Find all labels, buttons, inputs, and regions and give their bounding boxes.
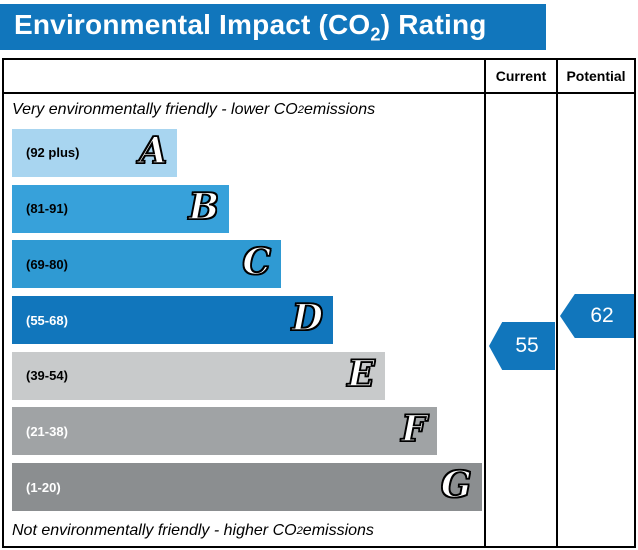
band-row-a: (92 plus) A <box>4 125 484 181</box>
band-f-range-label: (21-38) <box>26 423 68 439</box>
band-c-range-label: (69-80) <box>26 256 68 272</box>
bottom-note-post: emissions <box>302 521 374 539</box>
potential-rating-arrow: 62 <box>560 294 634 338</box>
bottom-note-pre: Not environmentally friendly - higher CO <box>12 521 297 539</box>
title-pre: Environmental Impact (CO <box>14 8 371 40</box>
band-d-letter: D <box>291 297 324 340</box>
band-row-g: (1-20) G <box>4 459 484 515</box>
band-g-bar: (1-20) G <box>12 463 482 512</box>
band-c-letter: C <box>242 241 272 284</box>
band-c-bar: (69-80) C <box>12 240 282 289</box>
current-column-header: Current <box>484 60 556 92</box>
band-row-f: (21-38) F <box>4 404 484 460</box>
band-f-bar: (21-38) F <box>12 407 437 456</box>
band-e-letter: E <box>347 352 376 395</box>
rating-chart: Current Potential Very environmentally f… <box>2 58 636 548</box>
band-a-bar: (92 plus) A <box>12 128 178 177</box>
top-note-post: emissions <box>303 100 376 118</box>
bottom-note: Not environmentally friendly - higher CO… <box>4 515 484 546</box>
band-e-range-label: (39-54) <box>26 368 68 384</box>
band-a-range-label: (92 plus) <box>26 145 80 161</box>
band-d-bar: (55-68) D <box>12 296 333 345</box>
top-note-subscript: 2 <box>297 103 304 116</box>
band-row-e: (39-54) E <box>4 348 484 404</box>
title-post: ) Rating <box>380 8 487 40</box>
band-g-range-label: (1-20) <box>26 479 61 495</box>
header-spacer <box>4 60 484 92</box>
page-title: Environmental Impact (CO2) Rating <box>14 9 487 46</box>
band-b-letter: B <box>188 185 220 228</box>
potential-column: 62 <box>556 94 634 546</box>
band-row-b: (81-91) B <box>4 181 484 237</box>
band-g-letter: G <box>440 464 472 507</box>
bottom-note-subscript: 2 <box>296 524 303 537</box>
potential-rating-value: 62 <box>590 304 614 327</box>
title-subscript: 2 <box>370 24 381 45</box>
current-column: 55 <box>484 94 556 546</box>
band-e-bar: (39-54) E <box>12 351 385 400</box>
bands-area: Very environmentally friendly - lower CO… <box>4 94 484 546</box>
band-d-range-label: (55-68) <box>26 312 68 328</box>
current-rating-value: 55 <box>515 334 539 357</box>
top-note: Very environmentally friendly - lower CO… <box>4 94 484 125</box>
band-row-d: (55-68) D <box>4 292 484 348</box>
chart-header-row: Current Potential <box>4 60 634 94</box>
band-b-range-label: (81-91) <box>26 201 68 217</box>
chart-title-bar: Environmental Impact (CO2) Rating <box>0 4 546 50</box>
top-note-pre: Very environmentally friendly - lower CO <box>12 100 298 118</box>
band-row-c: (69-80) C <box>4 236 484 292</box>
band-b-bar: (81-91) B <box>12 184 230 233</box>
chart-body: Very environmentally friendly - lower CO… <box>4 94 634 546</box>
current-rating-arrow: 55 <box>489 322 555 370</box>
band-a-letter: A <box>138 129 168 172</box>
band-f-letter: F <box>400 408 427 451</box>
potential-column-header: Potential <box>556 60 634 92</box>
